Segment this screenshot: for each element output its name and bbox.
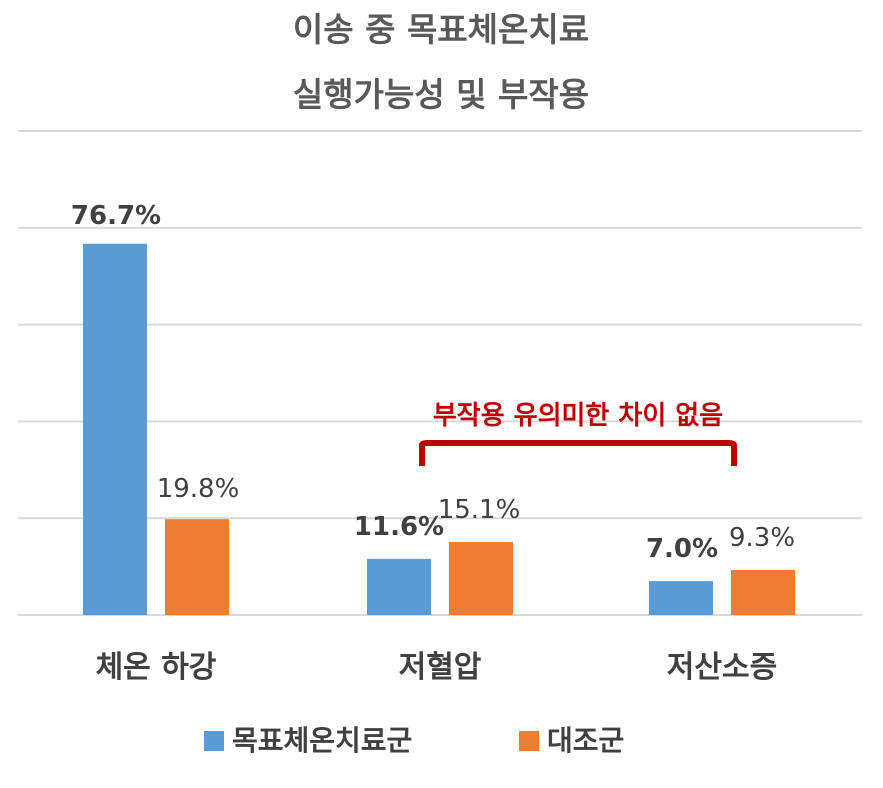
data-label-control-1: 15.1% (438, 495, 521, 525)
bar-control-1 (449, 541, 513, 615)
data-label-treatment-2: 7.0% (646, 534, 718, 564)
legend-label-treatment: 목표체온치료군 (232, 724, 412, 757)
category-label-2: 저산소증 (667, 650, 777, 685)
bar-treatment-0 (83, 243, 147, 615)
annotation-bracket (419, 440, 737, 466)
legend-swatch-treatment (204, 731, 224, 751)
chart-title-line-1: 이송 중 목표체온치료 (293, 10, 589, 49)
category-label-0: 체온 하강 (96, 650, 217, 685)
data-label-treatment-0: 76.7% (71, 201, 161, 231)
data-label-control-2: 9.3% (729, 523, 795, 553)
legend: 목표체온치료군 대조군 (204, 724, 624, 757)
data-label-control-0: 19.8% (157, 474, 240, 504)
category-labels: 체온 하강 저혈압 저산소증 (96, 650, 778, 685)
bar-control-2 (731, 569, 795, 615)
bar-treatment-1 (367, 558, 431, 615)
bars (83, 243, 795, 615)
chart-title-line-2: 실행가능성 및 부작용 (293, 75, 589, 114)
bar-treatment-2 (649, 581, 713, 615)
data-label-treatment-1: 11.6% (354, 512, 444, 542)
gridlines (18, 130, 862, 616)
bar-control-0 (165, 519, 229, 615)
value-labels: 76.7% 11.6% 7.0% 19.8% 15.1% 9.3% (71, 201, 795, 564)
annotation-text: 부작용 유의미한 차이 없음 (433, 401, 723, 431)
legend-label-control: 대조군 (547, 724, 624, 757)
chart-title: 이송 중 목표체온치료 실행가능성 및 부작용 (293, 10, 589, 114)
annotation: 부작용 유의미한 차이 없음 (419, 401, 737, 466)
legend-swatch-control (519, 731, 539, 751)
category-label-1: 저혈압 (399, 650, 482, 685)
